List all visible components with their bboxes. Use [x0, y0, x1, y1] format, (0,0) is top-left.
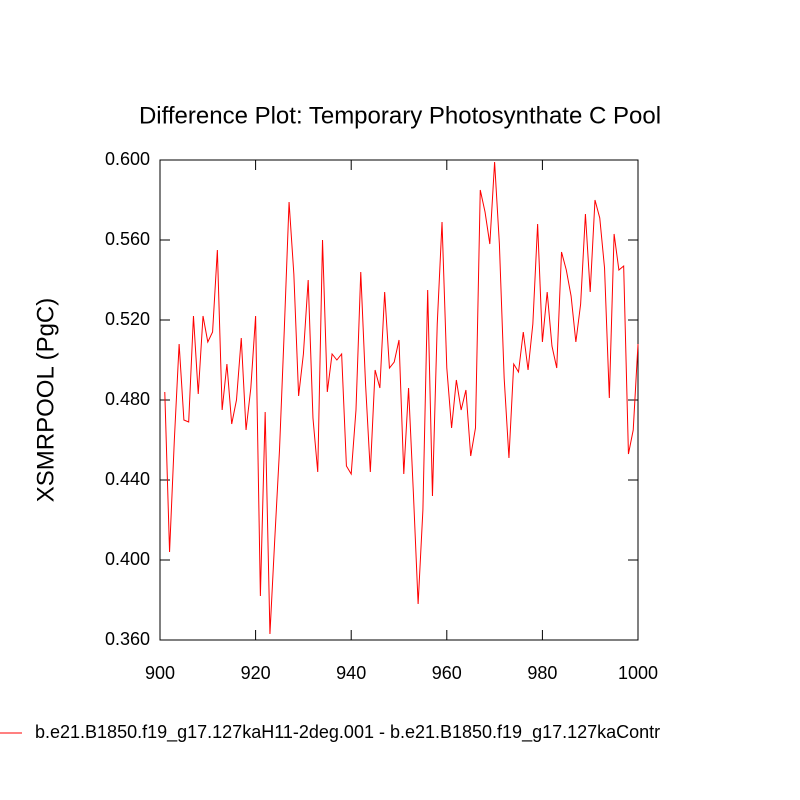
x-tick-label: 960 [432, 663, 462, 683]
x-tick-label: 980 [527, 663, 557, 683]
plot-frame [159, 159, 639, 641]
x-tick-label: 920 [241, 663, 271, 683]
y-tick-label: 0.440 [105, 469, 150, 489]
data-line [164, 161, 639, 635]
x-tick-label: 900 [145, 663, 175, 683]
y-tick-label: 0.360 [105, 629, 150, 649]
y-axis-label: XSMRPOOL (PgC) [32, 298, 59, 502]
y-tick-label: 0.400 [105, 549, 150, 569]
legend-label: b.e21.B1850.f19_g17.127kaH11-2deg.001 - … [35, 722, 660, 743]
x-tick-label: 1000 [618, 663, 658, 683]
chart-title: Difference Plot: Temporary Photosynthate… [139, 102, 661, 129]
x-tick-label: 940 [336, 663, 366, 683]
y-tick-label: 0.520 [105, 309, 150, 329]
y-tick-label: 0.560 [105, 229, 150, 249]
y-tick-label: 0.600 [105, 149, 150, 169]
y-tick-label: 0.480 [105, 389, 150, 409]
